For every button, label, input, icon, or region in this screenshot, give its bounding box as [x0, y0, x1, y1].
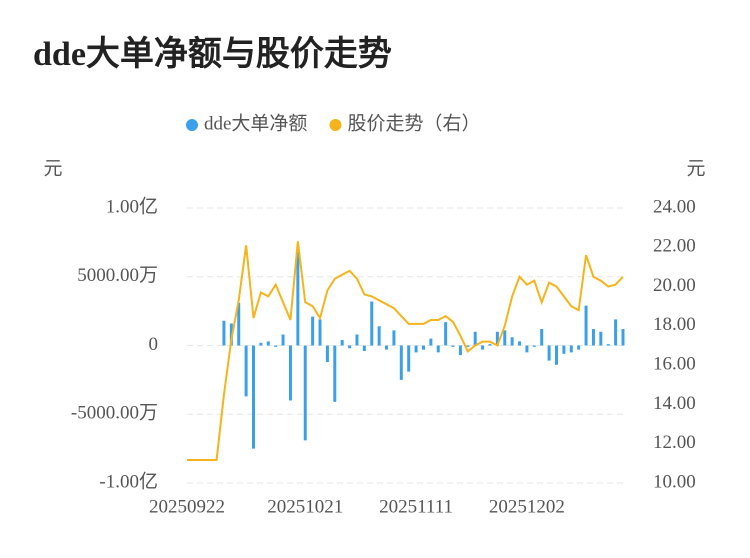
bar	[532, 345, 536, 347]
y2-tick-label: 20.00	[653, 275, 696, 296]
y-axis-label: 元	[43, 158, 62, 179]
x-tick-label: 20250922	[149, 496, 225, 517]
y-tick-label: -1.00亿	[99, 470, 158, 492]
bar	[355, 334, 359, 346]
y2-tick-label: 22.00	[653, 236, 696, 257]
bar	[399, 345, 403, 380]
bar	[385, 345, 389, 350]
bar	[554, 345, 558, 365]
chart-title: dde大单净额与股价走势	[33, 35, 392, 73]
y2-tick-label: 24.00	[653, 196, 696, 217]
y-tick-label: 5000.00万	[77, 265, 158, 286]
bar	[377, 326, 381, 346]
bar	[495, 331, 499, 346]
bar	[266, 341, 270, 346]
bar	[458, 345, 462, 356]
bar	[333, 345, 337, 402]
bar	[518, 341, 522, 346]
bar	[407, 345, 411, 372]
bar	[444, 322, 448, 346]
y2-tick-label: 14.00	[653, 393, 696, 414]
y2-axis-label: 元	[686, 158, 705, 179]
price-line	[187, 241, 624, 462]
bar	[237, 302, 241, 346]
bar	[481, 345, 485, 350]
bar	[348, 345, 352, 349]
legend-label: 股价走势（右）	[347, 112, 480, 134]
bar	[562, 345, 566, 354]
bar	[510, 337, 514, 346]
x-tick-label: 20251202	[489, 496, 565, 517]
bar	[414, 345, 418, 353]
bar	[222, 320, 226, 346]
legend-marker	[186, 119, 198, 131]
bar	[318, 319, 322, 346]
bar	[621, 329, 625, 346]
y2-tick-label: 18.00	[653, 314, 696, 335]
bar	[591, 329, 595, 346]
bar	[466, 345, 470, 347]
bar	[584, 305, 588, 346]
y-tick-label: 1.00亿	[106, 195, 158, 217]
legend-label: dde大单净额	[204, 112, 307, 134]
legend-marker	[329, 119, 342, 131]
bar	[421, 345, 425, 350]
bar	[392, 330, 396, 346]
bar	[296, 252, 300, 346]
bar	[451, 345, 455, 347]
bar	[547, 345, 551, 361]
bar	[259, 342, 263, 346]
bar	[274, 345, 278, 347]
bar	[614, 319, 618, 346]
bar	[540, 329, 544, 346]
bar	[599, 331, 603, 346]
x-tick-label: 20251021	[267, 496, 343, 517]
bar	[569, 345, 573, 353]
bar	[303, 345, 307, 441]
bar	[362, 345, 366, 351]
bar	[488, 344, 492, 346]
bar	[577, 345, 581, 350]
bar	[370, 301, 374, 346]
bar	[429, 338, 433, 346]
bar	[606, 344, 610, 346]
bar	[473, 331, 477, 346]
y-tick-label: 0	[149, 334, 159, 355]
y-tick-label: -5000.00万	[71, 403, 158, 424]
y2-tick-label: 16.00	[653, 354, 696, 375]
y2-tick-label: 10.00	[653, 471, 696, 492]
bar	[325, 345, 329, 362]
bar	[340, 340, 344, 346]
bar	[288, 345, 292, 401]
bar	[525, 345, 529, 353]
bar	[244, 345, 248, 397]
bar	[252, 345, 256, 449]
bar	[503, 330, 507, 346]
bar	[311, 316, 315, 346]
y2-tick-label: 12.00	[653, 432, 696, 453]
x-tick-label: 20251111	[379, 496, 453, 517]
bar	[436, 345, 440, 353]
bar	[281, 334, 285, 346]
